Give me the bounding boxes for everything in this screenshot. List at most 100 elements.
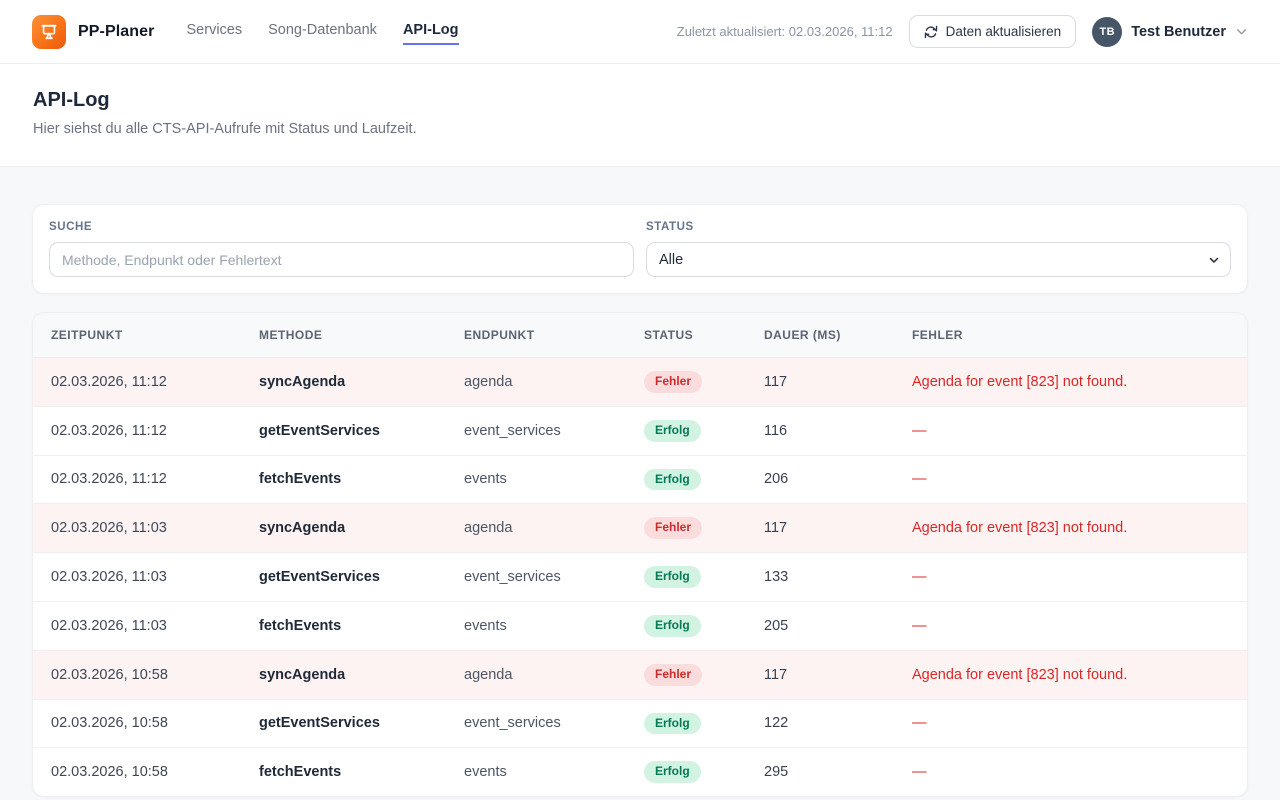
topbar: PP-Planer Services Song-Datenbank API-Log … (0, 0, 1280, 64)
brand: PP-Planer (32, 14, 155, 49)
avatar: TB (1092, 16, 1123, 47)
cell-endpunkt: events (464, 617, 507, 634)
cell-endpunkt: events (464, 764, 507, 781)
cell-methode: fetchEvents (259, 471, 342, 488)
table-header-row: ZEITPUNKT METHODE ENDPUNKT STATUS DAUER (MS)… (33, 313, 1247, 358)
api-log-table-card: ZEITPUNKT METHODE ENDPUNKT STATUS DAUER (MS)… (32, 312, 1248, 798)
status-label: STATUS (646, 221, 694, 233)
search-field-group: SUCHE (49, 221, 634, 277)
refresh-icon (924, 25, 938, 39)
table-header: ZEITPUNKT METHODE ENDPUNKT STATUS DAUER (MS)… (33, 313, 1247, 358)
cell-dauer: 133 (764, 569, 789, 586)
cell-status: Erfolg (626, 455, 746, 504)
cell-endpunkt: event_services (464, 422, 561, 439)
cell-methode: syncAgenda (259, 373, 346, 390)
nav-item-services[interactable]: Services (186, 22, 243, 38)
cell-zeitpunkt: 02.03.2026, 11:12 (51, 422, 167, 439)
cell-zeitpunkt: 02.03.2026, 10:58 (51, 715, 168, 732)
cell-dauer: 117 (764, 666, 788, 683)
filter-card: SUCHE STATUS Alle (32, 204, 1248, 294)
status-badge: Erfolg (644, 566, 701, 588)
user-name: Test Benutzer (1131, 23, 1226, 40)
cell-methode: syncAgenda (259, 666, 346, 683)
table-row: 02.03.2026, 11:03 fetchEvents events Erfolg… (33, 601, 1247, 650)
cell-dauer: 116 (764, 422, 788, 439)
cell-dauer: 122 (764, 715, 789, 732)
cell-zeitpunkt: 02.03.2026, 11:03 (51, 617, 167, 634)
column-header: METHODE (241, 313, 446, 358)
topbar-right: Zuletzt aktualisiert: 02.03.2026, 11:12 … (677, 15, 1248, 48)
column-header: FEHLER (894, 313, 1247, 358)
cell-zeitpunkt: 02.03.2026, 11:03 (51, 569, 167, 586)
cell-zeitpunkt: 02.03.2026, 10:58 (51, 666, 168, 683)
nav-item-song-datenbank[interactable]: Song-Datenbank (268, 22, 377, 38)
table-row: 02.03.2026, 11:12 fetchEvents events Erfolg… (33, 455, 1247, 504)
status-badge: Fehler (644, 371, 703, 393)
column-header: ZEITPUNKT (33, 313, 241, 358)
cell-methode: getEventServices (259, 715, 380, 732)
cell-status: Erfolg (626, 553, 746, 602)
chevron-down-icon (1235, 25, 1248, 38)
table-row: 02.03.2026, 11:03 syncAgenda agenda Fehler 1… (33, 503, 1247, 553)
cell-status: Erfolg (626, 748, 746, 796)
cell-zeitpunkt: 02.03.2026, 11:12 (51, 471, 167, 488)
refresh-data-button[interactable]: Daten aktualisieren (908, 15, 1077, 48)
brand-name: PP-Planer (78, 22, 155, 40)
search-input[interactable] (49, 242, 634, 277)
cell-endpunkt: agenda (464, 373, 513, 390)
status-badge: Erfolg (644, 614, 701, 637)
status-field-group: STATUS Alle (646, 221, 1231, 277)
table-row: 02.03.2026, 11:12 getEventServices event_s… (33, 406, 1247, 455)
cell-methode: getEventServices (259, 569, 380, 586)
cell-methode: fetchEvents (259, 617, 342, 634)
cell-fehler: — (912, 715, 927, 732)
cell-status: Fehler (626, 650, 746, 699)
cell-endpunkt: event_services (464, 715, 561, 732)
status-badge: Fehler (644, 663, 703, 686)
cell-status: Erfolg (626, 406, 746, 455)
nav-item-api-log[interactable]: API-Log (402, 18, 459, 45)
cell-endpunkt: agenda (464, 666, 513, 683)
status-badge: Fehler (644, 517, 703, 540)
page-title: API-Log (33, 89, 110, 111)
status-badge: Erfolg (644, 761, 701, 784)
status-select[interactable]: Alle (646, 242, 1231, 277)
cell-dauer: 117 (764, 373, 788, 390)
column-header: DAUER (MS) (746, 313, 894, 358)
table-row: 02.03.2026, 11:03 getEventServices event_s… (33, 552, 1247, 602)
api-log-table: ZEITPUNKT METHODE ENDPUNKT STATUS DAUER (MS)… (33, 313, 1247, 796)
cell-status: Erfolg (626, 699, 746, 748)
cell-dauer: 117 (764, 520, 788, 537)
main-nav: Services Song-Datenbank API-Log (187, 18, 459, 45)
refresh-button-label: Daten aktualisieren (945, 24, 1062, 39)
column-header: STATUS (626, 313, 746, 358)
log-table-body: 02.03.2026, 11:12 syncAgenda agenda Fehler 1… (33, 357, 1247, 797)
cell-endpunkt: event_services (464, 569, 561, 586)
cell-fehler: — (912, 422, 927, 439)
cell-endpunkt: agenda (464, 520, 513, 537)
cell-fehler: Agenda for event [823] not found. (912, 520, 1128, 537)
cell-fehler: — (912, 569, 927, 586)
status-badge: Erfolg (644, 468, 701, 491)
status-select-wrap: Alle (646, 242, 1231, 277)
last-updated-text: Zuletzt aktualisiert: 02.03.2026, 11:12 (676, 24, 893, 39)
cell-fehler: Agenda for event [823] not found. (912, 666, 1128, 683)
search-label: SUCHE (49, 221, 93, 233)
cell-endpunkt: events (464, 471, 507, 488)
cell-status: Erfolg (626, 601, 746, 650)
page-subtitle: Hier siehst du alle CTS-API-Aufrufe mit … (33, 121, 417, 137)
table-row: 02.03.2026, 10:58 syncAgenda agenda Fehler 1… (33, 650, 1247, 700)
status-badge: Erfolg (644, 419, 701, 442)
cell-fehler: — (912, 764, 927, 781)
cell-fehler: Agenda for event [823] not found. (912, 373, 1128, 390)
cell-dauer: 205 (764, 617, 789, 634)
table-row: 02.03.2026, 11:12 syncAgenda agenda Fehler 1… (33, 357, 1247, 407)
table-row: 02.03.2026, 10:58 fetchEvents events Erfolg… (33, 747, 1247, 796)
cell-methode: syncAgenda (259, 520, 346, 537)
status-badge: Erfolg (644, 712, 701, 735)
cell-methode: getEventServices (259, 422, 380, 439)
user-menu[interactable]: TB Test Benutzer (1092, 16, 1248, 47)
cell-fehler: — (912, 471, 927, 488)
cell-fehler: — (912, 617, 927, 634)
